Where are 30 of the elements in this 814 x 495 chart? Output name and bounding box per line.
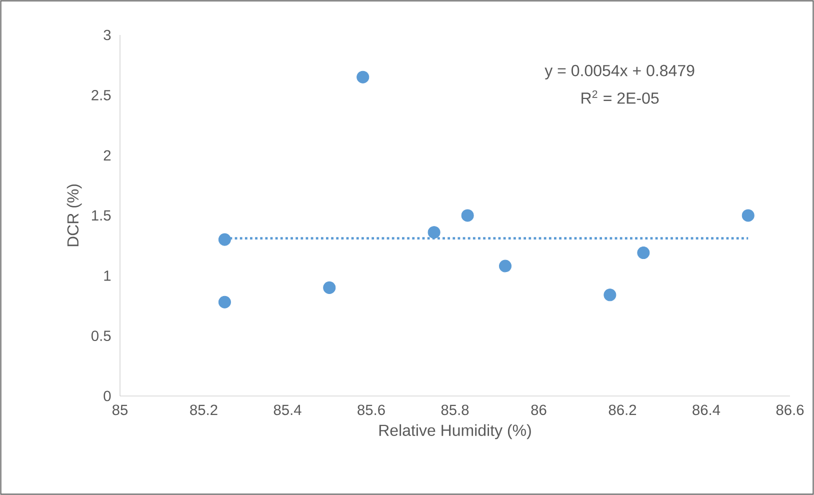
point (428, 226, 440, 239)
x-tick-label: 86.2 (608, 404, 636, 416)
point (323, 281, 336, 294)
point (498, 260, 512, 272)
x-tick-label: 85.4 (274, 404, 302, 416)
y-tick-label: 0 (104, 390, 111, 402)
x-tick-label: 86.6 (776, 404, 804, 416)
y-tick-label: 1 (104, 270, 111, 281)
annotation: R$^{2}$ = 2E-05 (582, 90, 659, 104)
x-tick-label: 86.4 (692, 404, 720, 416)
x-tick-label: 85 (112, 404, 128, 416)
x-axis-title: Relative Humidity (%) (379, 424, 531, 440)
point (637, 246, 650, 260)
point (742, 209, 754, 222)
y-tick-label: 2 (104, 150, 111, 160)
point (218, 233, 231, 246)
x-tick-label: 85.6 (358, 404, 385, 416)
point (356, 70, 370, 84)
point (604, 288, 616, 302)
y-tick-label: 1.5 (92, 210, 111, 221)
point (218, 296, 231, 308)
point (461, 209, 474, 222)
x-tick-label: 85.2 (190, 404, 218, 416)
y-tick-label: 2.5 (92, 90, 111, 100)
annotation: y = 0.0054x + 0.8479 (544, 64, 694, 80)
x-tick-label: 86 (531, 404, 546, 416)
y-tick-label: 0.5 (91, 330, 111, 342)
x-tick-label: 85.8 (441, 404, 469, 416)
y-axis-title: DCR (%) (66, 184, 82, 246)
y-tick-label: 3 (104, 30, 111, 40)
